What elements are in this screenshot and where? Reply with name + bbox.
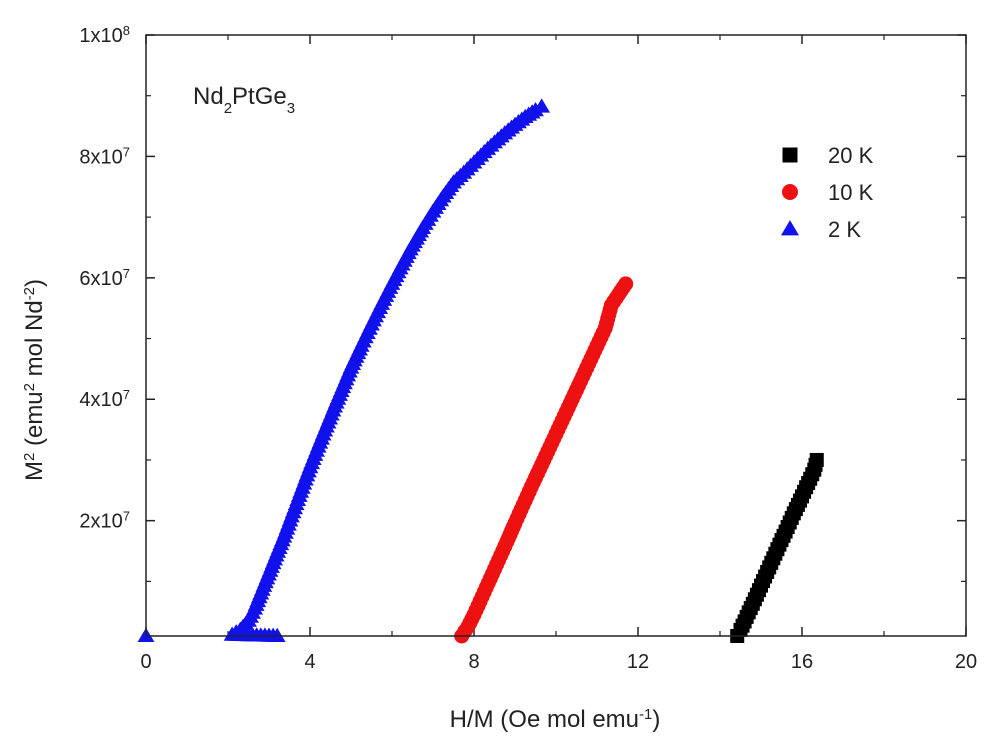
series-2-k: [137, 98, 551, 642]
x-tick-label: 12: [627, 651, 649, 673]
series-10-k: [454, 276, 634, 644]
x-axis-label: H/M (Oe mol emu-1): [450, 706, 661, 734]
x-tick-label: 16: [791, 651, 813, 673]
data-point: [533, 98, 551, 113]
y-tick-label: 1x108: [79, 23, 130, 48]
y-tick-label: 6x107: [79, 265, 130, 290]
compound-annotation: Nd2PtGe3: [193, 83, 295, 117]
legend-label: 20 K: [828, 143, 874, 168]
series-20-k: [730, 452, 824, 643]
legend-marker: [782, 147, 798, 163]
x-tick-label: 8: [468, 651, 479, 673]
y-tick-label: 4x107: [79, 387, 130, 412]
x-tick-label: 0: [140, 651, 151, 673]
legend-marker: [781, 220, 799, 236]
legend-label: 10 K: [828, 180, 874, 205]
plot-frame: [145, 34, 967, 637]
y-tick-label: 8x107: [79, 144, 130, 169]
legend-marker: [782, 184, 798, 200]
y-axis-label: M2 (emu2 mol Nd-2): [21, 279, 49, 481]
data-point: [809, 452, 824, 467]
data-point: [618, 276, 634, 292]
y-tick-label: 2x107: [79, 508, 130, 533]
x-tick-label: 4: [304, 651, 315, 673]
x-tick-label: 20: [955, 651, 977, 673]
legend-label: 2 K: [828, 217, 861, 242]
